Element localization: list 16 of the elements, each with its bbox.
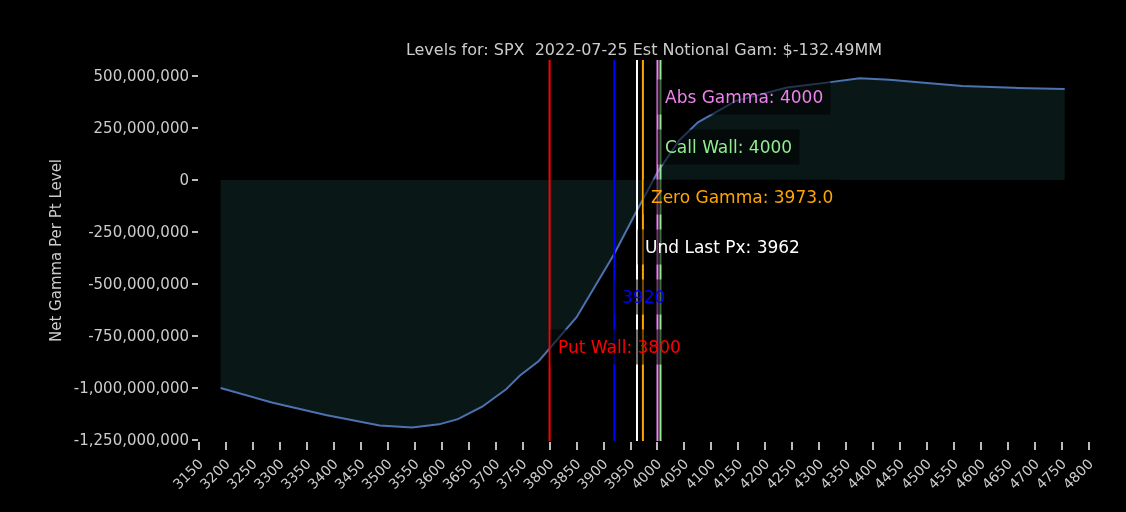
y-tick-label: -750,000,000 [88, 327, 189, 346]
ref-line-label: Und Last Px: 3962 [645, 237, 800, 257]
y-tick-label: -1,250,000,000 [73, 431, 189, 450]
ref-line-label: Put Wall: 3800 [558, 337, 681, 357]
ref-line-label: Call Wall: 4000 [665, 137, 793, 157]
y-tick-label: 500,000,000 [93, 67, 189, 86]
ref-line-label: Zero Gamma: 3973.0 [651, 187, 834, 207]
y-tick-label: -1,000,000,000 [73, 379, 189, 398]
ref-line-label: Abs Gamma: 4000 [665, 87, 824, 107]
y-tick-label: 0 [179, 171, 189, 190]
y-tick-label: 250,000,000 [93, 119, 189, 138]
y-axis-title: Net Gamma Per Pt Level [47, 158, 66, 343]
ref-line-label: 3920 [622, 287, 666, 307]
y-tick-label: -500,000,000 [88, 275, 189, 294]
y-tick-label: -250,000,000 [88, 223, 189, 242]
chart-title: Levels for: SPX 2022-07-25 Est Notional Gam: $-132.49MM [405, 40, 883, 59]
